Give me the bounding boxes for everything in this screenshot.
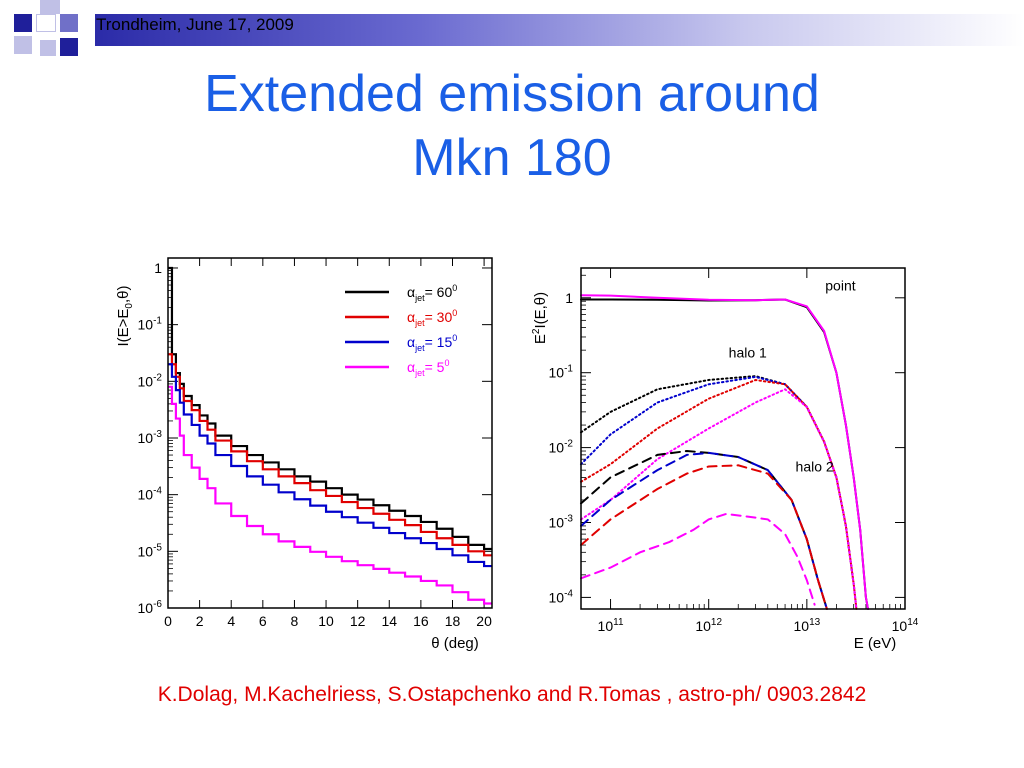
chart1-x-tick-label: 12 — [350, 613, 366, 629]
slide-title-line-1: Extended emission around — [204, 65, 820, 123]
corner-square-4 — [14, 36, 32, 54]
corner-square-2 — [40, 0, 60, 14]
chart1-plot-frame — [167, 257, 493, 609]
chart1-legend-label: αjet= 50 — [407, 358, 449, 378]
chart2-series-line — [580, 512, 816, 606]
chart2-y-tick-label: 10-1 — [549, 364, 574, 381]
chart2-y-tick-label: 10-3 — [549, 513, 574, 530]
corner-square-6 — [60, 38, 78, 56]
chart1-axis-labels: θ (deg) I(E>E0,θ) — [115, 285, 479, 652]
chart1-x-tick-label: 16 — [413, 613, 429, 629]
chart1-x-tick-label: 14 — [381, 613, 397, 629]
chart2-series-line — [580, 451, 828, 610]
corner-square-1 — [14, 14, 32, 32]
chart2-annotation: halo 2 — [796, 458, 834, 474]
chart2-plot-frame — [580, 267, 906, 610]
chart1-y-tick-label: 10-3 — [138, 429, 163, 446]
energy-spectrum-chart: E (eV) E2I(E,θ) 1011 1012 1013 1014 10-4 10-3… — [531, 267, 919, 652]
chart2-series-line — [580, 388, 858, 610]
chart1-x-tick-label: 18 — [445, 613, 461, 629]
chart1-legend-label: αjet= 300 — [407, 308, 457, 328]
chart1-x-tick-label: 8 — [291, 613, 299, 629]
chart1-legend-label: αjet= 150 — [407, 333, 457, 353]
chart2-x-tick-label: 1014 — [892, 617, 919, 634]
chart1-series-line — [168, 353, 492, 557]
chart2-annotation: point — [825, 278, 855, 294]
chart2-x-tick-label: 1013 — [793, 617, 820, 634]
chart2-y-axis-label: E2I(E,θ) — [531, 292, 549, 344]
chart2-annotation: halo 1 — [729, 344, 767, 360]
chart1-x-tick-label: 2 — [196, 613, 204, 629]
chart1-x-tick-label: 20 — [476, 613, 492, 629]
chart1-series-line — [168, 266, 492, 551]
chart1-y-tick-label: 10-5 — [138, 542, 163, 559]
chart1-series-line — [168, 385, 492, 605]
slide-title: Extended emission around Mkn 180 — [0, 62, 1024, 190]
chart1-x-tick-label: 4 — [227, 613, 235, 629]
chart1-legend-label: αjet= 600 — [407, 283, 457, 303]
citation: K.Dolag, M.Kachelriess, S.Ostapchenko an… — [157, 683, 867, 706]
corner-square-5 — [40, 40, 56, 56]
angular-distribution-chart: θ (deg) I(E>E0,θ) 0 2 4 6 8 10 12 14 16 18 20 10-6 1… — [115, 257, 493, 652]
chart2-series-line — [580, 294, 869, 610]
chart2-axis-labels: E (eV) E2I(E,θ) — [531, 292, 896, 652]
header-bar — [95, 14, 1024, 46]
chart2-y-tick-label: 10-4 — [549, 588, 574, 605]
chart1-y-tick-label: 10-2 — [138, 372, 163, 389]
chart1-y-tick-label: 1 — [154, 260, 162, 276]
chart1-x-tick-label: 0 — [164, 613, 172, 629]
chart2-series-line — [580, 378, 858, 610]
chart2-x-axis-label: E (eV) — [854, 635, 897, 652]
corner-square-3 — [60, 14, 78, 32]
chart1-y-tick-label: 10-4 — [138, 486, 163, 503]
chart2-y-tick-label: 1 — [565, 290, 573, 306]
chart1-series-line — [168, 363, 492, 568]
chart1-y-axis-label: I(E>E0,θ) — [115, 285, 135, 346]
chart1-y-tick-label: 10-6 — [138, 599, 163, 616]
corner-square-7 — [36, 14, 56, 32]
chart2-x-tick-label: 1011 — [598, 617, 624, 634]
chart1-x-tick-label: 6 — [259, 613, 267, 629]
chart2-x-tick-label: 1012 — [695, 617, 722, 634]
chart2-series-line — [580, 464, 828, 610]
chart2-series-line — [580, 449, 828, 610]
chart1-x-axis-label: θ (deg) — [431, 635, 479, 652]
slide-title-line-2: Mkn 180 — [412, 129, 612, 187]
chart1-y-tick-label: 10-1 — [138, 316, 163, 333]
header-date-line: Trondheim, June 17, 2009 — [96, 15, 294, 34]
chart1-x-tick-label: 10 — [318, 613, 334, 629]
chart2-y-tick-label: 10-2 — [549, 439, 574, 456]
